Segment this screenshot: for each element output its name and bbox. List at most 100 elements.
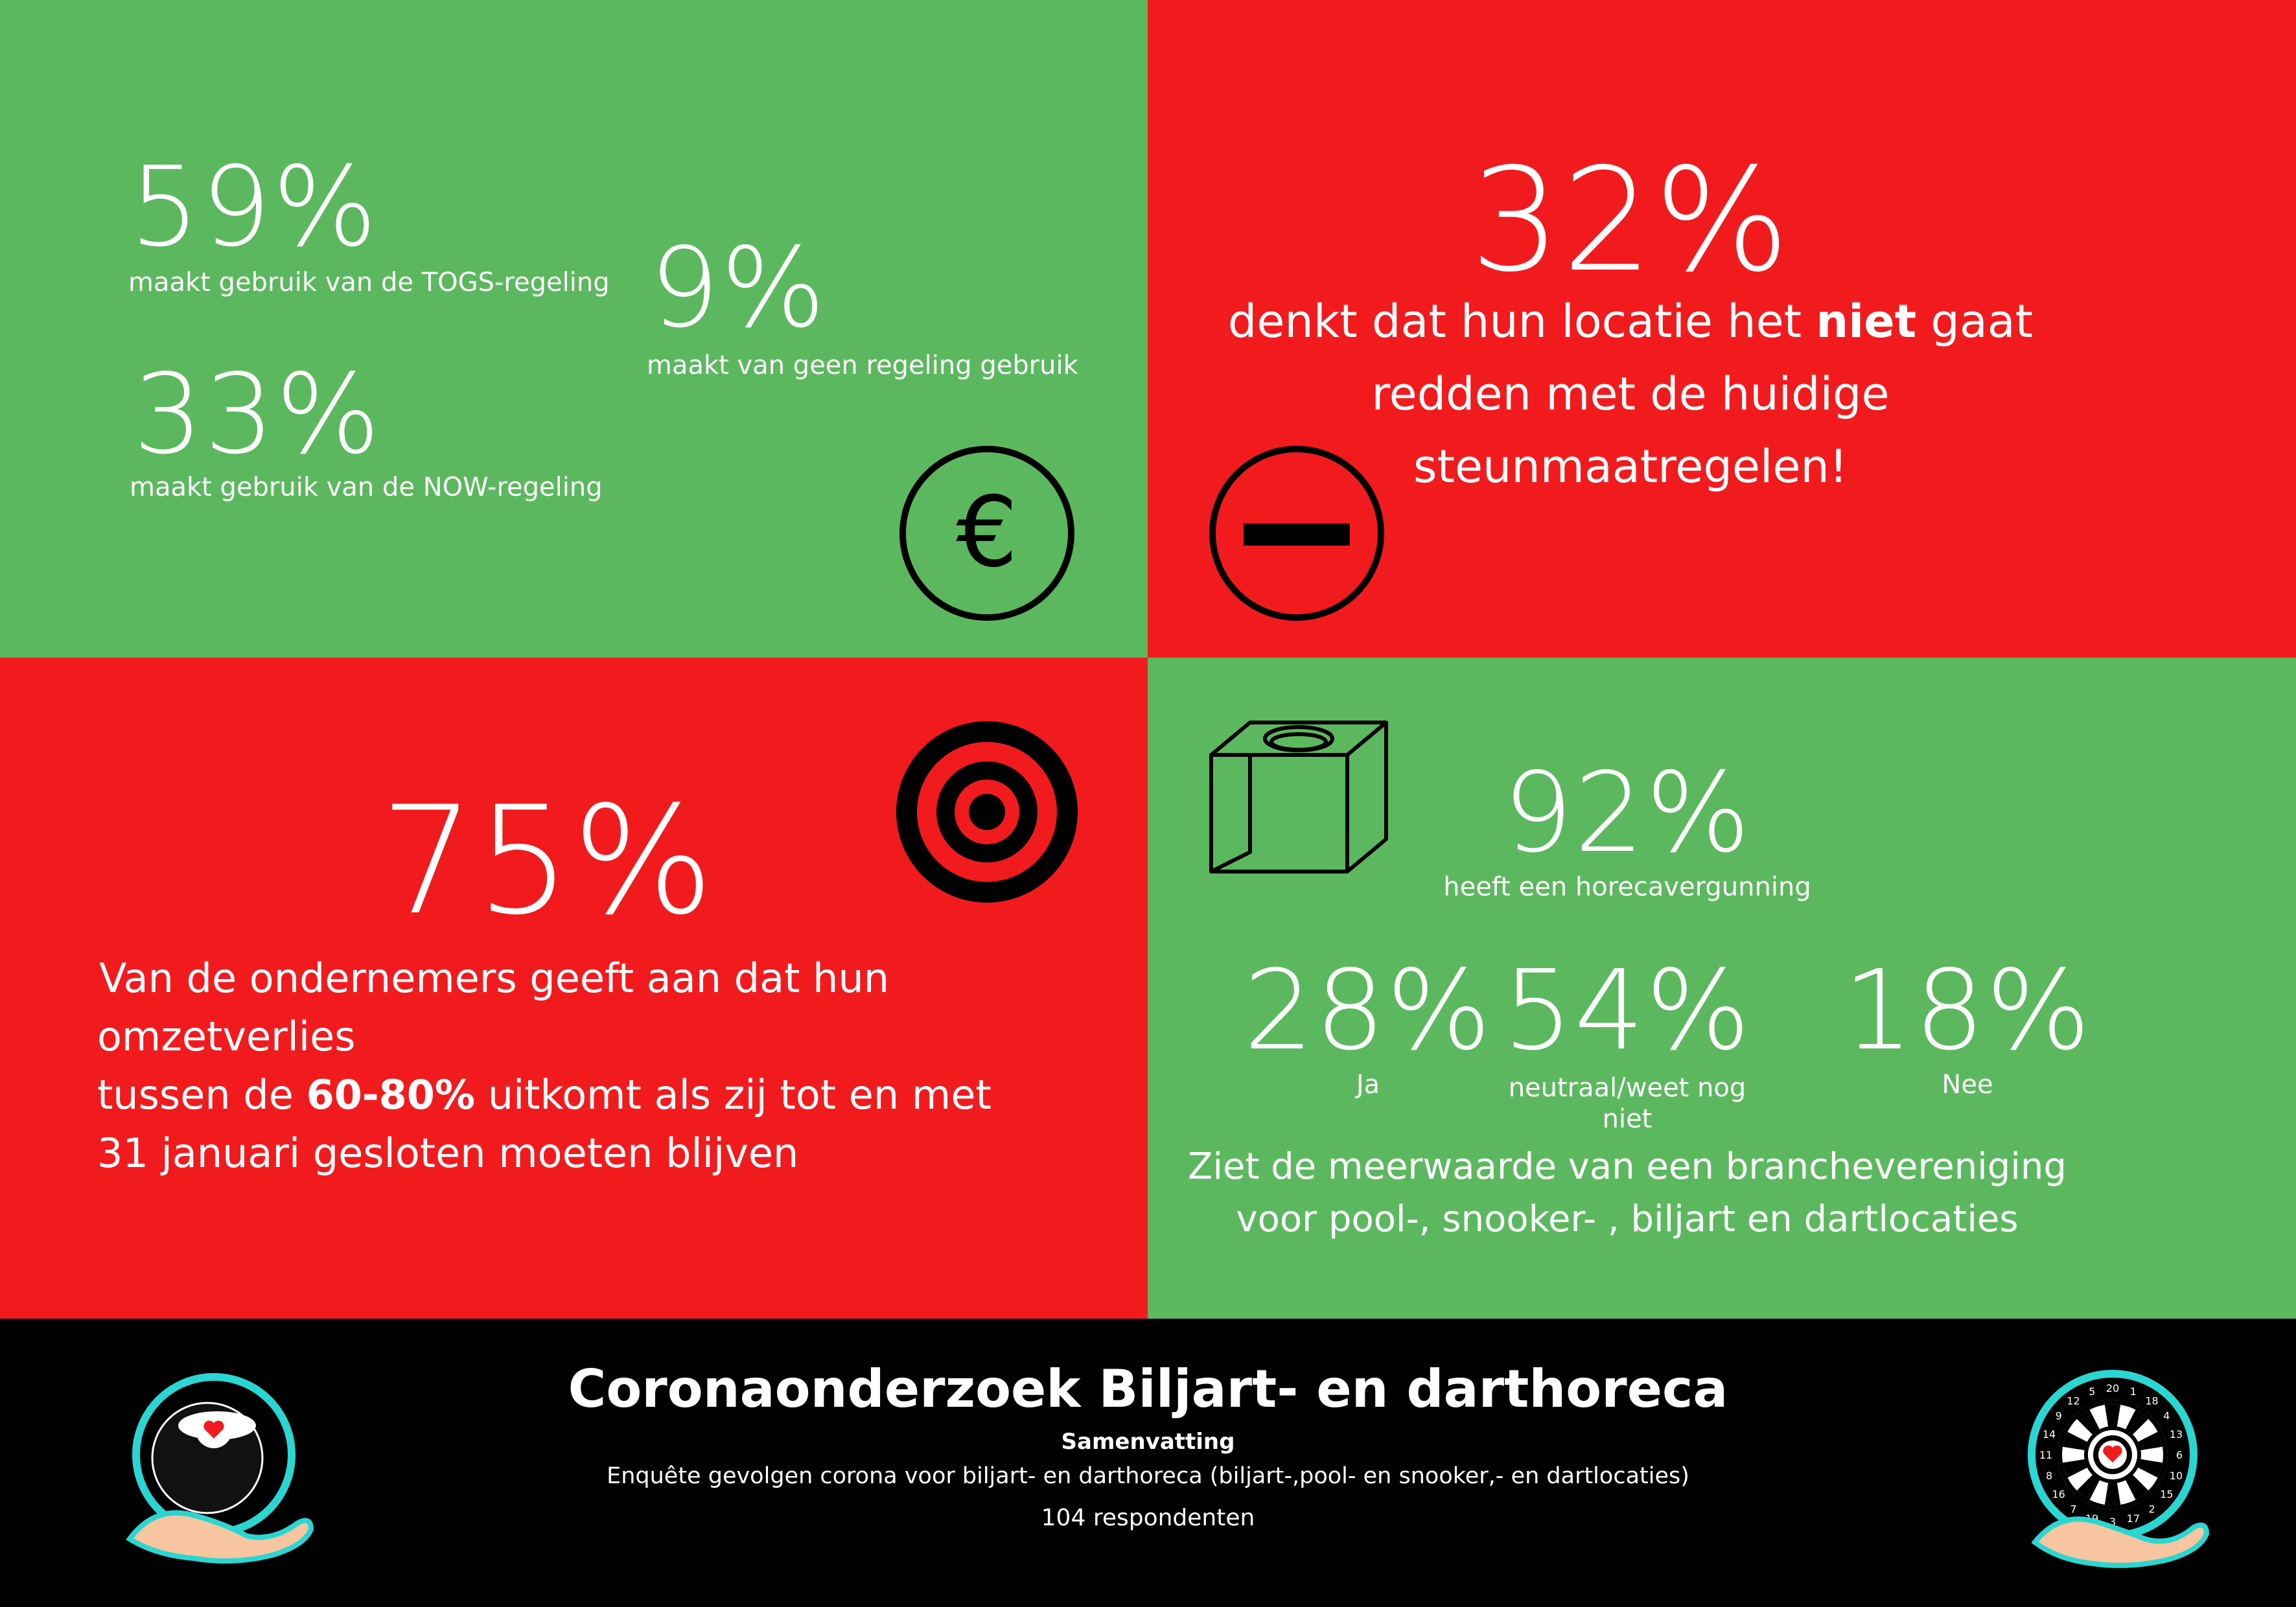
footer-description: Enquête gevolgen corona voor biljart- en…	[607, 1463, 1689, 1489]
dartboard-segment	[2087, 1466, 2096, 1475]
minus-circle-icon	[1209, 446, 1384, 621]
dartboard-segment	[2124, 1472, 2133, 1481]
not-surviving-panel: 32% denkt dat hun locatie het niet gaat …	[1148, 0, 2296, 658]
dartboard-segment	[2157, 1429, 2167, 1447]
yes-percentage: 28%	[1244, 947, 1492, 1075]
license-label: heeft een horecavergunning	[1443, 872, 1811, 902]
dartboard-number: 14	[2043, 1428, 2056, 1440]
dartboard-segment	[2135, 1490, 2152, 1504]
dartboard-segment	[2100, 1476, 2109, 1483]
dartboard-segment	[2084, 1458, 2091, 1468]
no-label: Nee	[1942, 1070, 1993, 1100]
dartboard-segment	[2124, 1472, 2149, 1500]
dartboard-segment	[2124, 1429, 2133, 1438]
footer: Coronaonderzoek Biljart- en darthoreca S…	[0, 1319, 2296, 1607]
dartboard-number: 10	[2170, 1470, 2183, 1482]
dartboard-segment	[2120, 1400, 2138, 1410]
footer-respondents: 104 respondenten	[1041, 1505, 1255, 1531]
neutral-percentage: 54%	[1503, 947, 1752, 1075]
dartboard-number: 18	[2145, 1395, 2158, 1407]
dartboard-segment	[2067, 1418, 2096, 1444]
dartboard-segment	[2116, 1426, 2126, 1433]
dartboard-segment	[2134, 1442, 2141, 1451]
togs-label: maakt gebruik van de TOGS-regeling	[128, 268, 610, 297]
footer-subtitle: Samenvatting	[1061, 1429, 1235, 1455]
dartboard-segment	[2087, 1434, 2096, 1444]
dartboard-segment	[2116, 1476, 2126, 1483]
dartboard-number: 8	[2046, 1470, 2052, 1482]
dartboard-segment	[2089, 1476, 2109, 1505]
dartboard-segment	[2100, 1426, 2109, 1433]
dartboard-segment	[2058, 1446, 2063, 1464]
dartboard-segment	[2116, 1476, 2136, 1505]
revenue-loss-text: Van de ondernemers geeft aan dat hun omz…	[97, 949, 1148, 1183]
now-label: maakt gebruik van de NOW-regeling	[130, 472, 603, 502]
not-surviving-percentage: 32%	[1470, 137, 1791, 303]
dartboard-segment	[2073, 1405, 2090, 1419]
revenue-loss-line2-pre: tussen de	[97, 1070, 307, 1118]
dartboard-segment	[2058, 1429, 2068, 1447]
dartboard-segment	[2087, 1499, 2105, 1509]
not-surviving-emphasis: niet	[1816, 295, 1917, 348]
dartboard-number: 4	[2163, 1409, 2170, 1422]
dartboard-segment	[2129, 1418, 2158, 1444]
revenue-loss-line1: Van de ondernemers geeft aan dat hun omz…	[97, 954, 890, 1060]
not-surviving-line2: redden met de huidige steunmaatregelen!	[1371, 367, 1890, 493]
dartboard-segment	[2084, 1442, 2091, 1451]
dartboard-number: 2	[2148, 1503, 2155, 1515]
yes-label: Ja	[1356, 1070, 1380, 1100]
no-regulation-label: maakt van geen regeling gebruik	[647, 351, 1078, 380]
revenue-loss-panel: 75% Van de ondernemers geeft aan dat hun…	[0, 658, 1148, 1319]
association-line1: Ziet de meerwaarde van een branchevereni…	[1188, 1146, 2067, 1188]
now-percentage: 33%	[133, 351, 382, 479]
dartboard-number: 20	[2106, 1382, 2119, 1394]
dartboard-number: 5	[2089, 1385, 2095, 1398]
svg-text:€: €	[956, 476, 1017, 589]
dartboard-segment	[2084, 1450, 2089, 1459]
dartboard-segment	[2124, 1409, 2149, 1438]
dartboard-segment	[2129, 1434, 2139, 1444]
dartboard-segment	[2108, 1426, 2117, 1431]
license-association-panel: 92% heeft een horecavergunning 28% Ja 54…	[1148, 658, 2296, 1319]
dartboard-segment	[2134, 1458, 2163, 1478]
dartboard-segment	[2092, 1472, 2102, 1481]
dartboard-segment	[2129, 1466, 2139, 1475]
dartboard-segment	[2058, 1462, 2068, 1480]
dartboard-segment	[2063, 1477, 2077, 1494]
dartboard-segment	[2137, 1450, 2141, 1459]
license-percentage: 92%	[1503, 749, 1752, 877]
dartboard-number: 3	[2109, 1516, 2116, 1528]
revenue-loss-line3: 31 januari gesloten moeten blijven	[97, 1129, 799, 1177]
dartboard-segment	[2129, 1466, 2158, 1491]
euro-icon: €	[899, 446, 1074, 621]
dartboard-segment	[2104, 1400, 2122, 1405]
dartboard-segment	[2104, 1479, 2121, 1505]
revenue-loss-line2-post: uitkomt als zij tot en met	[475, 1070, 991, 1118]
revenue-loss-percentage: 75%	[380, 775, 715, 948]
no-percentage: 18%	[1843, 947, 2092, 1075]
dartboard-segment	[2062, 1431, 2091, 1451]
billiard-ball-hand-logo	[126, 1373, 314, 1564]
dartboard-number: 7	[2070, 1503, 2076, 1515]
not-surviving-line1-pre: denkt dat hun locatie het	[1227, 295, 1816, 348]
dartboard-segment	[2087, 1400, 2105, 1410]
dartboard-segment	[2135, 1405, 2152, 1419]
dartboard-segment	[2104, 1404, 2121, 1431]
dartboard-number: 9	[2056, 1409, 2062, 1422]
dartboard-segment	[2073, 1490, 2090, 1504]
dartboard-number: 11	[2039, 1449, 2052, 1461]
dartboard-segment	[2076, 1409, 2102, 1438]
not-surviving-line1-post: gaat	[1916, 295, 2034, 348]
dartboard-segment	[2089, 1404, 2109, 1433]
dartboard-segment	[2108, 1479, 2117, 1483]
dartboard-number: 1	[2130, 1385, 2137, 1398]
dartboard-segment	[2076, 1472, 2102, 1500]
dartboard-number: 17	[2127, 1512, 2140, 1525]
dartboard-segment	[2163, 1446, 2168, 1464]
togs-percentage: 59%	[130, 143, 378, 272]
dartboard-segment	[2134, 1458, 2141, 1468]
dartboard-segment	[2092, 1429, 2102, 1438]
dartboard-segment	[2104, 1505, 2122, 1510]
footer-title: Coronaonderzoek Biljart- en darthoreca	[568, 1359, 1728, 1419]
dartboard-number: 13	[2170, 1428, 2183, 1440]
